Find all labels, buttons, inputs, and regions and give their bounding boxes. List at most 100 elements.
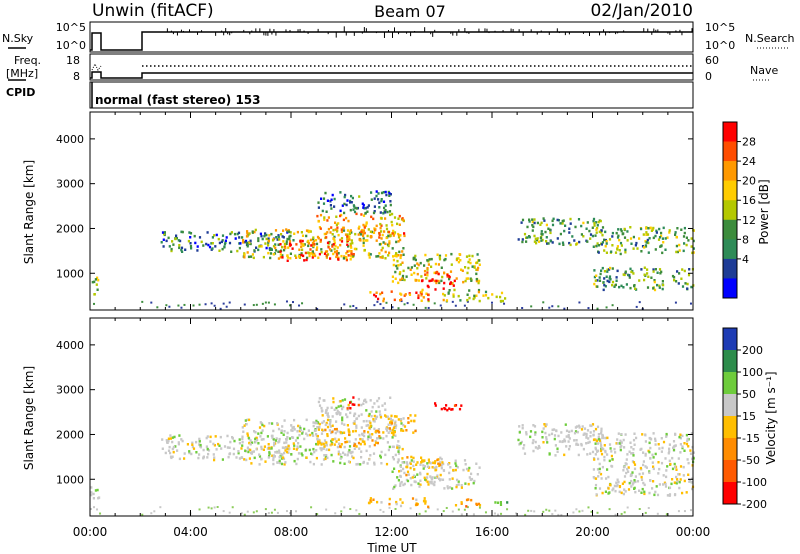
range-gate-cell <box>320 443 323 446</box>
range-gate-cell <box>373 197 376 200</box>
range-gate-cell <box>362 241 365 245</box>
range-gate-cell <box>389 429 392 432</box>
range-gate-cell <box>487 296 490 300</box>
range-gate-cell <box>269 256 272 260</box>
range-gate-cell <box>435 281 438 285</box>
range-gate-cell <box>631 483 634 486</box>
ground-scatter-cell <box>168 305 171 308</box>
range-gate-cell <box>467 260 470 264</box>
ground-scatter-cell <box>222 510 225 513</box>
range-gate-cell <box>648 471 651 474</box>
range-gate-cell <box>347 254 350 257</box>
range-gate-cell <box>211 247 214 250</box>
range-gate-cell <box>290 453 293 456</box>
range-gate-cell <box>232 447 236 451</box>
range-gate-cell <box>580 233 583 236</box>
range-gate-cell <box>559 222 562 225</box>
range-gate-cell <box>271 422 274 425</box>
range-gate-cell <box>652 467 655 471</box>
range-gate-cell <box>596 242 599 245</box>
range-gate-cell <box>410 266 413 269</box>
colorbar-tick-label: 15 <box>742 410 756 423</box>
range-gate-cell <box>329 425 332 428</box>
range-gate-cell <box>312 244 315 248</box>
range-gate-cell <box>646 241 649 244</box>
range-gate-cell <box>390 220 393 224</box>
range-gate-cell <box>362 234 365 237</box>
range-gate-cell <box>330 207 333 210</box>
range-gate-cell <box>396 259 399 263</box>
range-gate-cell <box>499 501 502 504</box>
range-gate-cell <box>311 256 314 259</box>
range-gate-cell <box>597 457 600 461</box>
range-gate-cell <box>611 235 614 238</box>
range-gate-cell <box>343 202 346 206</box>
range-gate-cell <box>286 436 289 439</box>
ground-scatter-cell <box>183 303 186 306</box>
range-gate-cell <box>426 472 429 476</box>
range-gate-cell <box>335 406 338 410</box>
range-gate-cell <box>691 477 694 480</box>
range-gate-cell <box>608 238 612 241</box>
y-tick-label: 2000 <box>56 428 84 441</box>
range-gate-cell <box>171 447 174 451</box>
range-gate-cell <box>292 442 295 445</box>
range-gate-cell <box>451 408 454 411</box>
range-gate-cell <box>298 425 301 428</box>
range-gate-cell <box>657 443 660 446</box>
range-gate-cell <box>355 417 359 420</box>
range-gate-cell <box>591 234 594 238</box>
range-gate-cell <box>366 438 370 441</box>
range-gate-cell <box>444 254 448 257</box>
range-gate-cell <box>361 440 364 443</box>
range-gate-cell <box>322 420 325 423</box>
range-gate-cell <box>200 240 203 244</box>
range-gate-cell <box>325 254 328 257</box>
ground-scatter-cell <box>457 508 460 511</box>
range-gate-cell <box>625 471 628 475</box>
colorbar-tick-label: 20 <box>742 175 756 188</box>
range-gate-cell <box>237 450 240 453</box>
range-gate-cell <box>682 235 686 238</box>
range-gate-cell <box>536 221 539 225</box>
range-gate-cell <box>662 226 665 230</box>
range-gate-cell <box>401 217 404 220</box>
range-gate-cell <box>460 501 463 504</box>
range-gate-cell <box>594 453 597 456</box>
range-gate-cell <box>380 501 383 504</box>
range-gate-cell <box>337 252 340 255</box>
range-gate-cell <box>529 430 533 433</box>
range-gate-cell <box>365 449 368 453</box>
range-gate-cell <box>533 240 536 243</box>
range-gate-cell <box>376 399 379 403</box>
range-gate-cell <box>274 229 278 232</box>
range-gate-cell <box>649 446 652 450</box>
range-gate-cell <box>633 463 637 466</box>
range-gate-cell <box>401 501 404 504</box>
range-gate-cell <box>392 229 395 233</box>
ground-scatter-cell <box>210 507 213 510</box>
range-gate-cell <box>609 447 612 450</box>
range-gate-cell <box>473 294 476 298</box>
range-gate-cell <box>253 430 256 433</box>
range-gate-cell <box>165 439 168 442</box>
range-gate-cell <box>349 242 352 246</box>
range-gate-cell <box>166 441 169 444</box>
range-gate-cell <box>632 235 635 239</box>
ground-scatter-cell <box>590 510 593 513</box>
range-gate-cell <box>325 232 328 236</box>
range-gate-cell <box>470 279 473 282</box>
range-gate-cell <box>348 249 351 253</box>
range-gate-cell <box>595 228 598 231</box>
range-gate-cell <box>323 439 327 442</box>
range-gate-cell <box>325 236 328 239</box>
range-gate-cell <box>353 420 356 423</box>
range-gate-cell <box>317 428 320 431</box>
range-gate-cell <box>478 466 481 469</box>
range-gate-cell <box>340 240 344 243</box>
range-gate-cell <box>643 483 646 487</box>
ground-scatter-cell <box>349 305 352 308</box>
range-gate-cell <box>580 224 583 228</box>
range-gate-cell <box>472 481 475 485</box>
range-gate-cell <box>661 446 664 450</box>
